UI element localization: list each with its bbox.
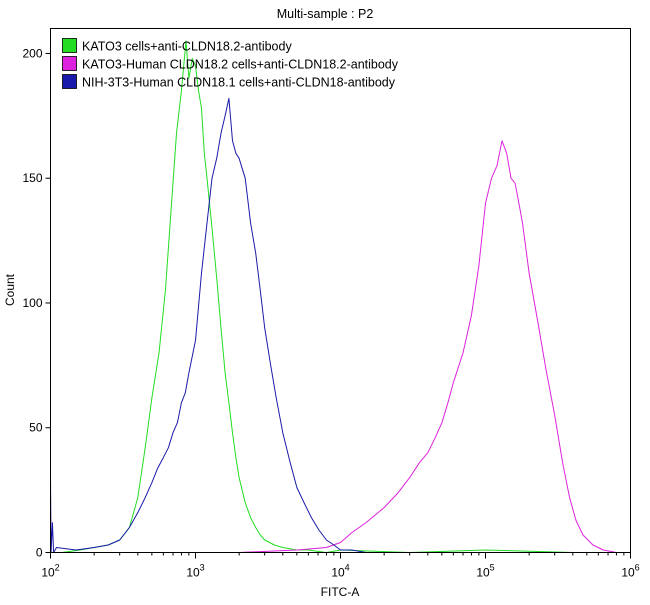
chart-title: Multi-sample : P2 (277, 7, 374, 21)
series-line-3 (50, 97, 367, 553)
legend-label: KATO3 cells+anti-CLDN18.2-antibody (82, 40, 292, 54)
x-tick-label: 106 (621, 563, 639, 580)
plot-frame (50, 28, 631, 553)
x-axis-label: FITC-A (321, 585, 360, 599)
y-tick-label: 100 (22, 296, 42, 310)
x-axis-ticks: 102 103 104 105 106 (41, 552, 640, 580)
legend-label: KATO3-Human CLDN18.2 cells+anti-CLDN18.2… (82, 58, 399, 72)
legend: KATO3 cells+anti-CLDN18.2-antibody KATO3-… (62, 38, 399, 90)
legend-swatch (62, 56, 77, 71)
y-tick-label: 200 (22, 46, 42, 60)
series-layer (50, 40, 617, 553)
y-tick-label: 50 (29, 421, 43, 435)
y-axis-label: Count (3, 273, 17, 306)
y-tick-label: 150 (22, 171, 42, 185)
x-tick-label: 103 (186, 563, 204, 580)
x-tick-label: 102 (41, 563, 59, 580)
x-tick-label: 104 (331, 563, 349, 580)
series-line-1 (61, 40, 573, 553)
series-line-2 (239, 140, 617, 553)
y-tick-label: 0 (36, 546, 43, 560)
legend-label: NIH-3T3-Human CLDN18.1 cells+anti-CLDN18… (82, 76, 396, 90)
legend-swatch (62, 74, 77, 89)
legend-swatch (62, 38, 77, 53)
x-tick-label: 105 (476, 563, 494, 580)
y-axis-ticks: 0 50 100 150 200 (22, 46, 51, 560)
